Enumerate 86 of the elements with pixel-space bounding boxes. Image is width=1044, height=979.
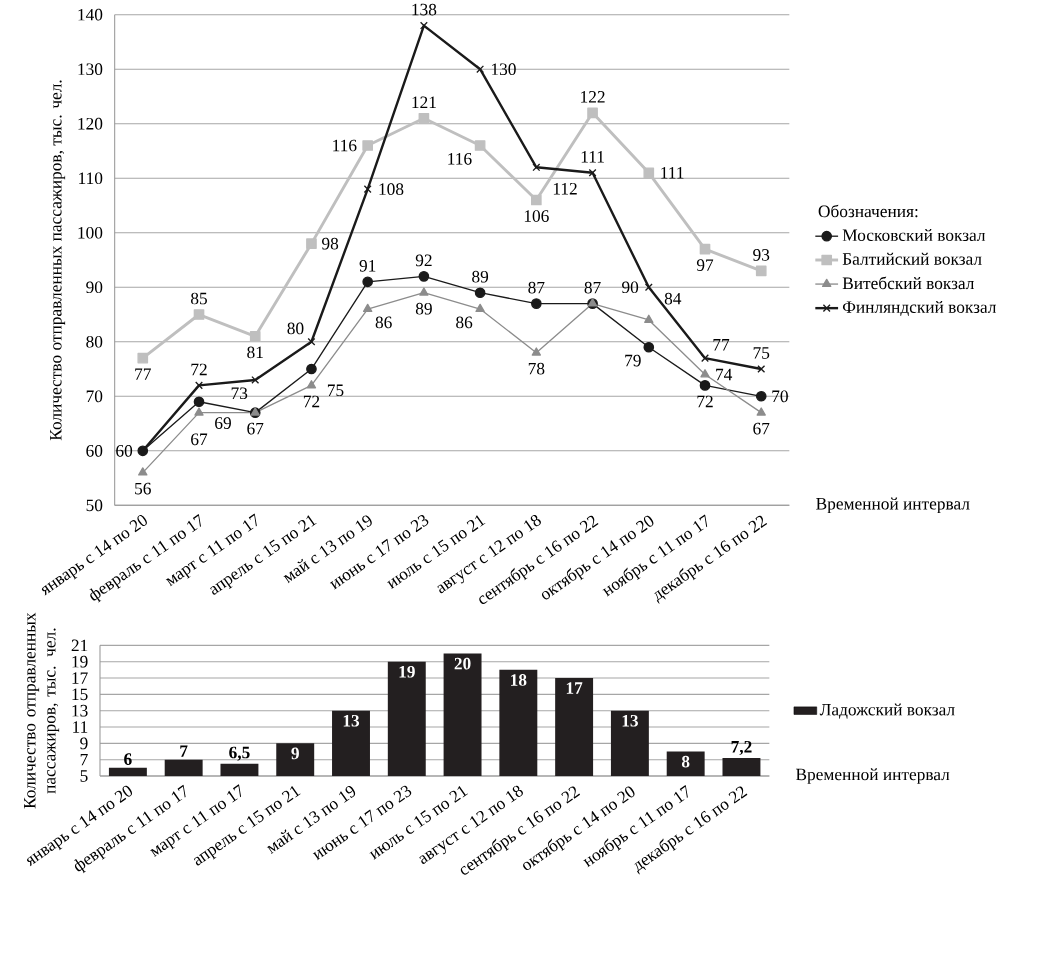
legend-label: Финляндский вокзал	[842, 301, 997, 317]
data-label: 111	[581, 151, 604, 163]
data-label: 6,5	[229, 746, 250, 761]
data-label: 75	[327, 384, 344, 397]
legend-label: Московский вокзал	[842, 229, 986, 242]
y-tick-label: 21	[71, 639, 88, 652]
data-label: 84	[664, 292, 682, 305]
data-label: 130	[491, 63, 516, 76]
x-axis-title: Временной интервал	[816, 497, 970, 514]
data-label: 138	[412, 3, 437, 16]
data-label: 77	[713, 339, 730, 351]
data-label: 78	[528, 362, 545, 375]
data-label: 92	[415, 254, 432, 267]
data-label: 121	[412, 96, 436, 109]
y-axis-title: Количество отправленных пассажиров, тыс. чел.	[50, 80, 66, 441]
y-tick-label: 5	[80, 770, 88, 782]
data-label: 67	[753, 422, 770, 435]
data-label: 60	[116, 445, 133, 457]
y-tick-label: 60	[86, 445, 103, 457]
data-label: 116	[448, 153, 472, 165]
data-label: 97	[696, 259, 714, 272]
legend-label: Балтийский вокзал	[842, 252, 982, 265]
data-label: 106	[524, 210, 549, 223]
data-label: 77	[135, 368, 151, 380]
y-tick-label: 7	[80, 754, 88, 766]
data-label: 73	[231, 387, 248, 400]
data-label: 72	[697, 395, 713, 408]
data-label: 112	[553, 183, 577, 195]
data-label: 70	[772, 390, 788, 403]
y-tick-label: 80	[86, 336, 103, 348]
data-label: 72	[191, 363, 207, 376]
data-label: 8	[681, 755, 690, 768]
y-tick-label: 130	[78, 63, 103, 76]
legend-title: Обозначения:	[818, 204, 918, 218]
y-tick-label: 100	[78, 227, 103, 239]
data-label: 122	[581, 91, 605, 103]
data-label: 6	[124, 753, 132, 766]
data-label: 20	[454, 657, 471, 670]
data-label: 87	[528, 281, 545, 294]
data-label: 13	[343, 715, 360, 727]
y-tick-label: 19	[72, 656, 88, 668]
data-label: 79	[625, 354, 641, 367]
data-label: 93	[753, 249, 770, 261]
y-tick-label: 120	[78, 118, 103, 130]
data-label: 86	[456, 316, 473, 329]
data-label: 90	[622, 281, 639, 294]
y-tick-label: 9	[80, 737, 88, 750]
legend-label: Витебский вокзал	[842, 276, 974, 290]
data-label: 111	[661, 167, 684, 179]
data-label: 108	[379, 183, 404, 196]
x-axis-title: Временной интервал	[795, 768, 950, 784]
data-label: 7,2	[731, 741, 752, 756]
data-label: 67	[191, 433, 208, 446]
data-label: 72	[303, 395, 320, 408]
y-tick-label: 17	[72, 672, 88, 684]
y-tick-label: 90	[86, 281, 103, 294]
data-label: 9	[291, 747, 299, 760]
data-label: 85	[191, 292, 207, 305]
data-label: 75	[753, 347, 770, 359]
data-label: 56	[135, 482, 151, 495]
y-tick-label: 50	[86, 499, 103, 512]
data-label: 81	[247, 346, 263, 359]
y-tick-label: 70	[86, 390, 103, 403]
data-label: 13	[622, 715, 638, 727]
data-label: 17	[566, 682, 583, 694]
y-tick-label: 15	[72, 688, 88, 701]
data-label: 116	[333, 139, 357, 152]
y-axis-title: Количество отправленных пассажиров, тыс. чел.	[24, 612, 60, 809]
data-label: 80	[287, 322, 304, 335]
data-label: 87	[584, 281, 601, 294]
data-label: 74	[716, 368, 733, 381]
data-label: 91	[359, 260, 376, 272]
legend-label: Ладожский вокзал	[819, 703, 955, 719]
y-tick-label: 140	[78, 8, 103, 21]
data-label: 69	[215, 417, 231, 430]
data-label: 89	[415, 303, 432, 315]
data-label: 98	[322, 237, 339, 250]
y-tick-label: 110	[79, 172, 103, 185]
data-label: 7	[180, 745, 188, 757]
y-tick-label: 11	[73, 721, 88, 733]
data-label: 86	[375, 316, 392, 329]
data-label: 89	[472, 271, 489, 283]
data-label: 67	[247, 422, 264, 435]
data-label: 18	[511, 674, 527, 686]
data-label: 19	[399, 666, 415, 678]
y-tick-label: 13	[72, 705, 88, 717]
